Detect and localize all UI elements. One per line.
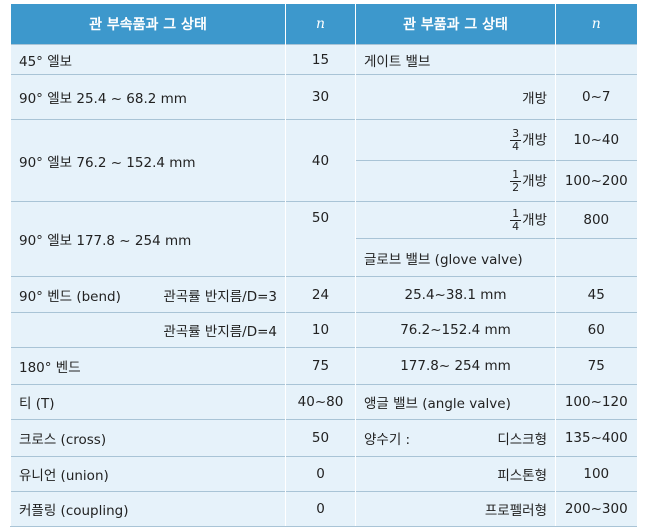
fitting-sub: 관곡률 반지름/D=3: [163, 288, 277, 305]
empty-cell: [555, 238, 637, 277]
n-value: 50: [285, 419, 356, 457]
n-value: 45: [555, 276, 637, 313]
n-value: 100: [555, 456, 637, 492]
n-value: 10: [285, 312, 356, 348]
part-label: 개방: [522, 173, 547, 189]
part-prefix: 양수기 :: [364, 432, 411, 448]
numerator: 3: [510, 126, 522, 141]
part: 앵글 밸브 (angle valve): [355, 384, 556, 420]
n-value: 135~400: [555, 419, 637, 457]
n-value: 0: [285, 491, 356, 527]
fitting: 180° 벤드: [10, 347, 286, 385]
n-value: 30: [285, 74, 356, 120]
part-label: 개방: [522, 132, 547, 148]
numerator: 1: [510, 206, 522, 221]
fitting: 커플링 (coupling): [10, 491, 286, 527]
n-value: 60: [555, 312, 637, 348]
part: 3 4 개방: [355, 119, 556, 161]
n-value: 75: [285, 347, 356, 385]
fitting: 90° 엘보 25.4 ~ 68.2 mm: [10, 74, 286, 120]
n-value: 10~40: [555, 119, 637, 161]
fitting: 크로스 (cross): [10, 419, 286, 457]
fitting: 90° 엘보 76.2 ~ 152.4 mm: [10, 119, 286, 202]
part: 177.8~ 254 mm: [355, 347, 556, 385]
fitting-label: 90° 벤드 (bend): [19, 288, 121, 305]
n-value: 100~200: [555, 160, 637, 202]
n-value: 15: [285, 44, 356, 75]
header: 관 부품과 그 상태: [355, 4, 556, 45]
empty-cell: [555, 44, 637, 75]
fitting: 90° 엘보 177.8 ~ 254 mm: [10, 201, 286, 277]
denominator: 4: [512, 139, 520, 153]
part: 1 2 개방: [355, 160, 556, 202]
header-row: 관 부속품과 그 상태 n 관 부품과 그 상태 n: [10, 4, 637, 45]
n-value: 100~120: [555, 384, 637, 420]
fitting: 45° 엘보: [10, 44, 286, 75]
header: n: [285, 4, 356, 45]
n-value: 0~7: [555, 74, 637, 120]
part: 프로펠러형: [355, 491, 556, 527]
part-label: 디스크형: [497, 432, 547, 448]
denominator: 2: [512, 180, 520, 194]
part: 양수기 : 디스크형: [355, 419, 556, 457]
n-value: 0: [285, 456, 356, 492]
part: 76.2~152.4 mm: [355, 312, 556, 348]
part: 1 4 개방: [355, 201, 556, 239]
n-value: 40: [285, 119, 356, 202]
fitting: 유니언 (union): [10, 456, 286, 492]
part-label: 개방: [522, 212, 547, 228]
part: 25.4~38.1 mm: [355, 276, 556, 313]
n-value: 24: [285, 276, 356, 313]
part: 피스톤형: [355, 456, 556, 492]
part: 개방: [355, 74, 556, 120]
n-value: 75: [555, 347, 637, 385]
fitting: 90° 벤드 (bend) 관곡률 반지름/D=3: [10, 276, 286, 313]
part: 글로브 밸브 (glove valve): [355, 238, 556, 277]
numerator: 1: [510, 167, 522, 182]
n-value: 800: [555, 201, 637, 239]
denominator: 4: [512, 219, 520, 233]
n-value: 50: [285, 201, 356, 277]
header: n: [555, 4, 637, 45]
loss-table: 관 부속품과 그 상태 n 관 부품과 그 상태 n 45° 엘보 15 게이트…: [10, 4, 637, 527]
n-value: 40~80: [285, 384, 356, 420]
header: 관 부속품과 그 상태: [10, 4, 286, 45]
fitting: 티 (T): [10, 384, 286, 420]
part: 게이트 밸브: [355, 44, 556, 75]
fitting: 관곡률 반지름/D=4: [10, 312, 286, 348]
n-value: 200~300: [555, 491, 637, 527]
